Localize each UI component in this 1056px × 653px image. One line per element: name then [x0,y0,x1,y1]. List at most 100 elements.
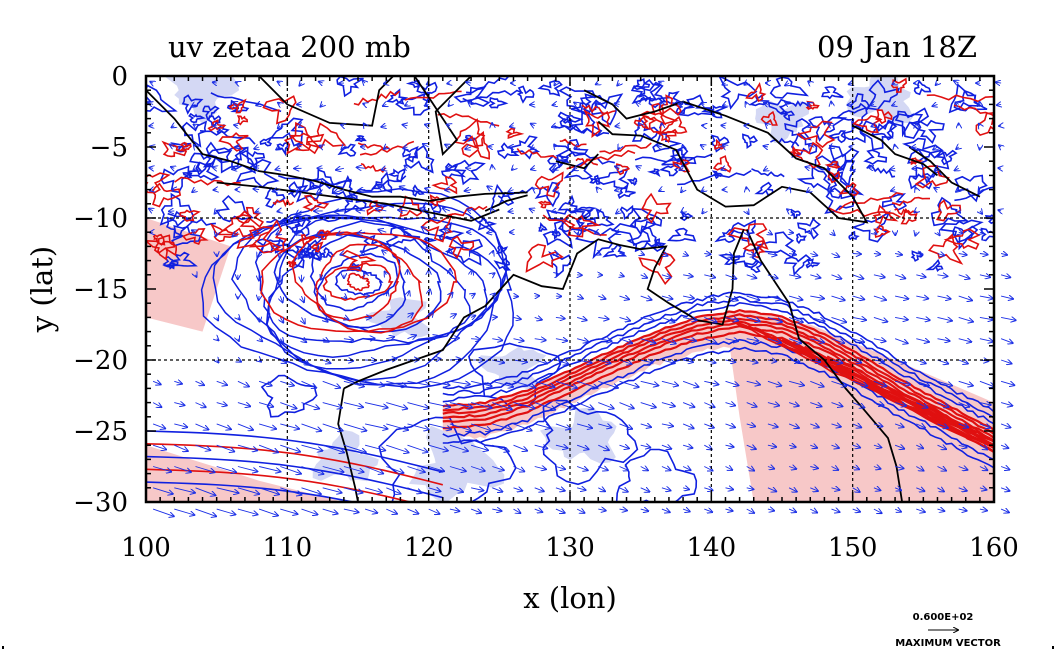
negative-contour [264,186,286,209]
wind-vector [192,190,195,193]
wind-vector [958,275,970,279]
wind-vector [721,168,725,170]
wind-vector [531,124,535,126]
wind-vector [254,189,260,190]
wind-vector [343,402,363,408]
wind-vector [280,508,297,514]
wind-vector [828,123,831,125]
negative-contour [453,85,491,107]
wind-vector [808,81,810,83]
wind-vector [174,508,194,515]
wind-vector [916,317,929,320]
wind-vector [492,380,513,387]
negative-contour [701,104,729,119]
positive-fill-region [146,445,344,502]
wind-vector [704,275,715,278]
x-tick-label: 160 [969,533,1019,563]
wind-vector [636,166,640,168]
wind-vector [806,167,811,168]
positive-contour [161,140,188,158]
wind-vector [428,466,444,472]
wind-vector [828,190,831,192]
wind-vector [513,466,525,472]
wind-vector [788,338,801,344]
wind-vector [280,317,283,322]
wind-vector [661,338,676,344]
wind-vector [661,380,678,385]
wind-vector [810,339,824,343]
wind-vector [979,380,994,386]
wind-vector [681,190,683,193]
wind-vector [747,232,749,235]
wind-vector [556,274,559,275]
wind-vector [852,339,865,343]
wind-vector [533,188,535,189]
wind-vector [661,275,671,278]
wind-vector [513,339,524,341]
positive-contour [179,209,201,222]
negative-contour [586,208,615,227]
plot-area [146,76,994,502]
wind-vector [619,380,639,387]
wind-vector [337,232,345,235]
wind-vector [979,296,993,298]
wind-vector [407,487,422,493]
wind-vector [598,509,605,511]
wind-vector [979,467,988,471]
negative-contour [631,116,659,142]
wind-vector [959,232,963,233]
wind-vector [725,275,737,279]
x-tick-labels: 100 110 120 130 140 150 160 [121,533,1019,563]
wind-vector [615,166,620,168]
y-tick-label: −30 [73,488,128,518]
wind-vector [465,147,472,149]
wind-vector [449,423,471,431]
wind-vector [640,275,647,278]
wind-vector [195,381,205,385]
wind-vector [1000,424,1010,428]
wind-vector [386,487,400,494]
wind-vector [194,125,196,126]
corner-mark-left [2,646,4,649]
wind-vector [1000,509,1009,512]
negative-contour [563,161,593,180]
wind-vector [195,466,215,473]
positive-contour [151,182,182,208]
wind-vector [958,403,970,407]
wind-vector [640,317,654,320]
negative-contour [288,181,309,199]
wind-vector [195,508,217,516]
wind-vector [598,317,608,319]
wind-vector [420,208,429,211]
wind-vector [280,254,281,258]
wind-vector [299,126,302,128]
wind-vector [301,359,310,365]
wind-vector [891,190,895,191]
chart-title-left: uv zetaa 200 mb [168,30,411,64]
wind-vector [357,167,366,168]
wind-vector [363,104,365,105]
wind-vector [661,316,675,322]
wind-vector [766,123,768,125]
negative-contour [866,79,901,111]
negative-contour [743,260,764,274]
wind-vector [999,145,1001,147]
wind-vector [471,316,475,318]
wind-vector [619,296,630,299]
wind-vector [174,403,184,406]
negative-contour [797,217,821,240]
wind-vector [170,144,175,147]
negative-contour [913,79,932,96]
wind-vector [831,360,843,363]
wind-vector [213,167,217,168]
jet-positive-contour [826,355,994,442]
negative-contour [754,181,774,196]
x-tick-label: 150 [828,533,878,563]
negative-contour [843,120,866,144]
coastline-segment [555,153,599,170]
wind-vector [704,488,712,491]
wind-vector [364,444,385,450]
wind-vector [980,211,982,214]
positive-contour [742,239,766,259]
negative-contour [266,214,311,224]
